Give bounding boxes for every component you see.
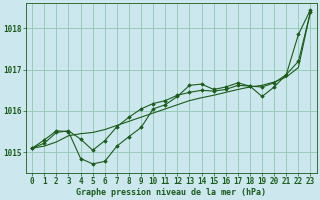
X-axis label: Graphe pression niveau de la mer (hPa): Graphe pression niveau de la mer (hPa): [76, 188, 266, 197]
